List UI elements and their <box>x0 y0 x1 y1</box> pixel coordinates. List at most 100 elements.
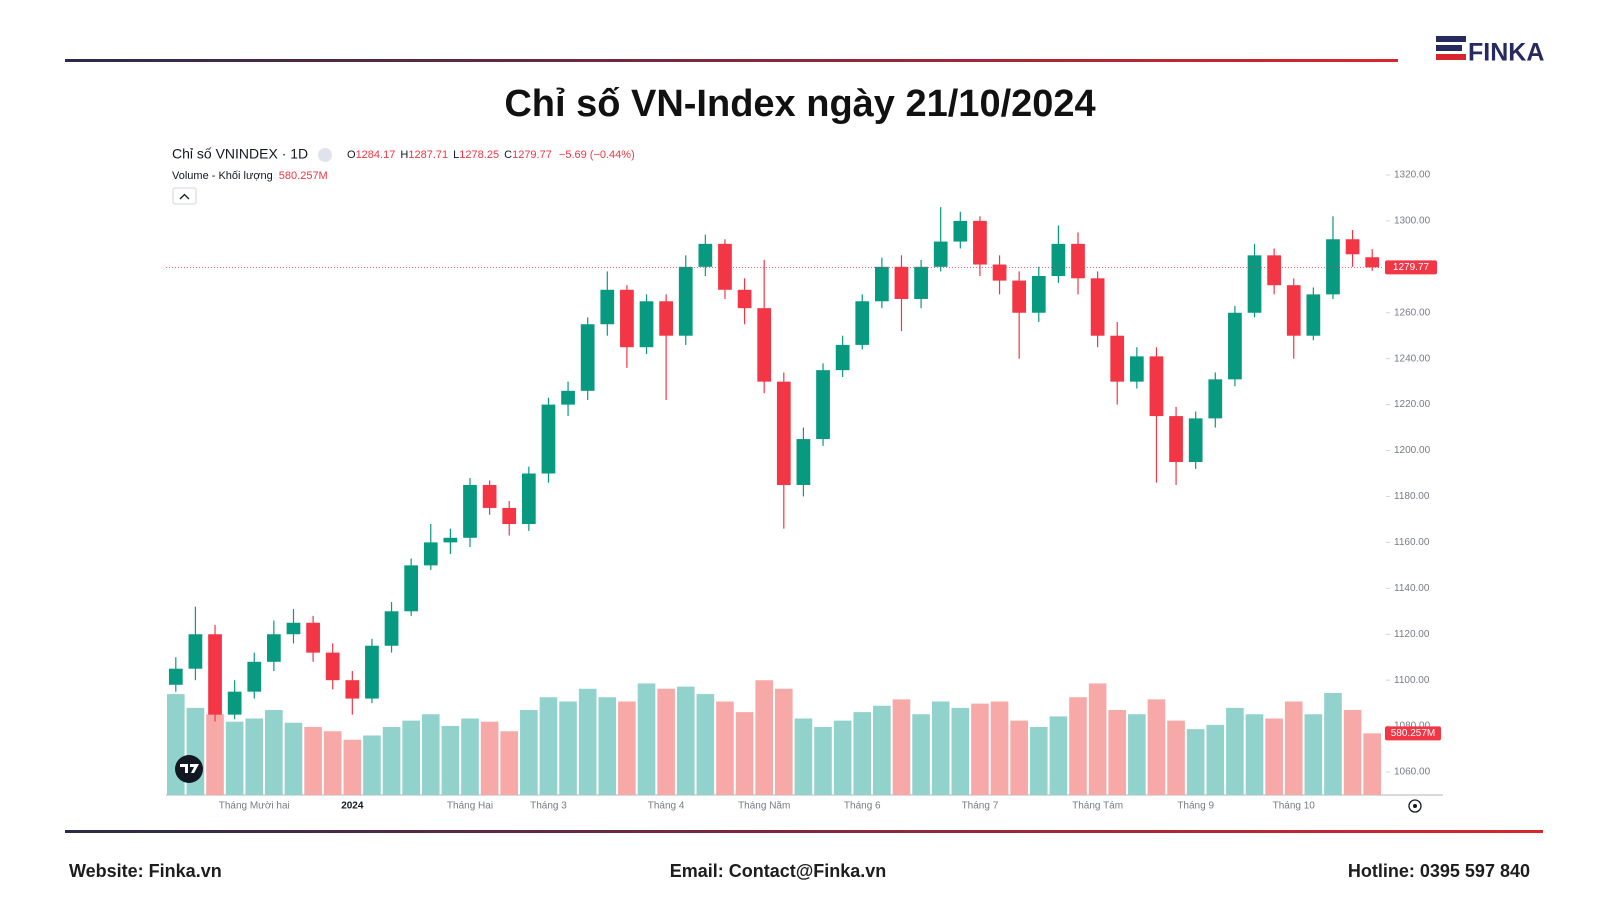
symbol-icon <box>318 148 332 162</box>
candle-body <box>953 220 968 242</box>
candle-body <box>973 220 987 265</box>
volume-bar <box>912 714 930 795</box>
y-tick-label: 1160.00 <box>1394 537 1430 548</box>
candle-body <box>1090 278 1105 336</box>
volume-bar <box>1108 710 1127 795</box>
candle-body <box>914 266 928 299</box>
candle-body <box>1169 416 1183 463</box>
y-tick-label: 1100.00 <box>1394 675 1430 686</box>
volume-bar <box>1088 683 1107 795</box>
volume-bar <box>461 718 479 795</box>
x-tick-label: Tháng 3 <box>530 801 567 812</box>
candle-body <box>1188 418 1203 463</box>
volume-title: Volume - Khối lượng 580.257M <box>172 170 328 182</box>
candle-body <box>1326 239 1340 295</box>
top-rule <box>65 59 1398 62</box>
candle-body <box>659 301 673 336</box>
change-label: −5.69 (−0.44%) <box>559 149 635 161</box>
candle-body <box>208 634 222 715</box>
volume-bar <box>1069 697 1087 795</box>
volume-bar <box>1343 710 1362 795</box>
candle-body <box>1267 255 1281 286</box>
ohlc-key: C <box>504 149 512 161</box>
logo-stripe <box>1436 45 1462 51</box>
logo-stripe <box>1436 54 1466 60</box>
volume-bar <box>755 680 773 795</box>
candle-body <box>541 404 556 474</box>
logo-text: FINKA <box>1468 39 1544 67</box>
volume-bar <box>931 701 950 795</box>
candle-body <box>227 691 242 715</box>
candle-body <box>796 439 811 485</box>
volume-bar <box>716 701 734 795</box>
ohlc-value: 1278.25 <box>459 149 499 161</box>
ohlc-value: 1287.71 <box>408 149 448 161</box>
candle-body <box>168 668 183 685</box>
volume-bar <box>1010 720 1028 795</box>
candle-body <box>875 266 889 302</box>
x-tick-label: 2024 <box>341 801 364 812</box>
candle-body <box>482 484 497 508</box>
candle-body <box>1228 312 1242 380</box>
volume-bar <box>1167 720 1185 795</box>
volume-bar <box>1186 729 1205 795</box>
volume-bar <box>1147 699 1166 795</box>
volume-bar <box>441 725 460 795</box>
volume-bar <box>1284 701 1303 795</box>
y-tick-label: 1300.00 <box>1394 216 1431 227</box>
candle-body <box>1286 285 1301 336</box>
candle-body <box>992 264 1007 281</box>
x-tick-label: Tháng 6 <box>844 801 881 812</box>
volume-bar <box>265 710 283 795</box>
candle-body <box>1031 276 1046 313</box>
volume-bar <box>735 712 754 795</box>
x-tick-label: Tháng Tám <box>1072 801 1123 812</box>
candle-body <box>580 324 595 391</box>
volume-bar <box>421 714 440 795</box>
candle-body <box>1110 335 1125 382</box>
ohlc-key: H <box>400 149 408 161</box>
tv-badge-mark <box>180 764 199 773</box>
settings-icon[interactable] <box>1408 799 1422 813</box>
volume-bar <box>1029 727 1048 795</box>
ohlc-key: L <box>453 149 459 161</box>
volume-bar <box>402 720 420 795</box>
candle-body <box>561 390 575 405</box>
volume-bar <box>853 712 872 795</box>
volume-bar <box>1265 718 1283 795</box>
volume-bar <box>814 727 832 795</box>
candle-body <box>816 370 830 440</box>
candle-body <box>718 243 732 290</box>
y-tick-label: 1080.00 <box>1394 721 1431 732</box>
last-price-tag <box>1385 260 1437 275</box>
volume-bar <box>833 720 852 795</box>
volume-bar <box>1245 714 1264 795</box>
y-tick-label: 1120.00 <box>1394 629 1430 640</box>
candle-body <box>757 308 772 382</box>
candle-body <box>1306 294 1321 336</box>
candle-body <box>620 289 634 348</box>
candle-body <box>404 565 419 612</box>
candle-body <box>1365 257 1380 268</box>
volume-bar <box>520 710 538 795</box>
volume-bar <box>873 705 891 795</box>
volume-bar <box>1226 707 1244 795</box>
candle-body <box>306 622 320 653</box>
logo: FINKA <box>1436 36 1544 67</box>
volume-bar <box>382 727 401 795</box>
x-tick-label: Tháng Mười hai <box>219 801 290 812</box>
footer-website: Website: Finka.vn <box>69 861 222 881</box>
slide-title: Chỉ số VN-Index ngày 21/10/2024 <box>504 83 1095 125</box>
x-tick-label: Tháng 10 <box>1273 801 1316 812</box>
tv-badge <box>175 755 203 783</box>
volume-bar <box>618 701 636 795</box>
volume-bar <box>1324 693 1342 795</box>
y-tick-label: 1240.00 <box>1394 353 1431 364</box>
volume-bar <box>1206 724 1225 795</box>
x-tick-label: Tháng 4 <box>648 801 685 812</box>
volume-bar <box>539 697 558 795</box>
volume-bar <box>1304 714 1323 795</box>
volume-bar <box>892 699 911 795</box>
collapse-button[interactable] <box>172 187 197 205</box>
